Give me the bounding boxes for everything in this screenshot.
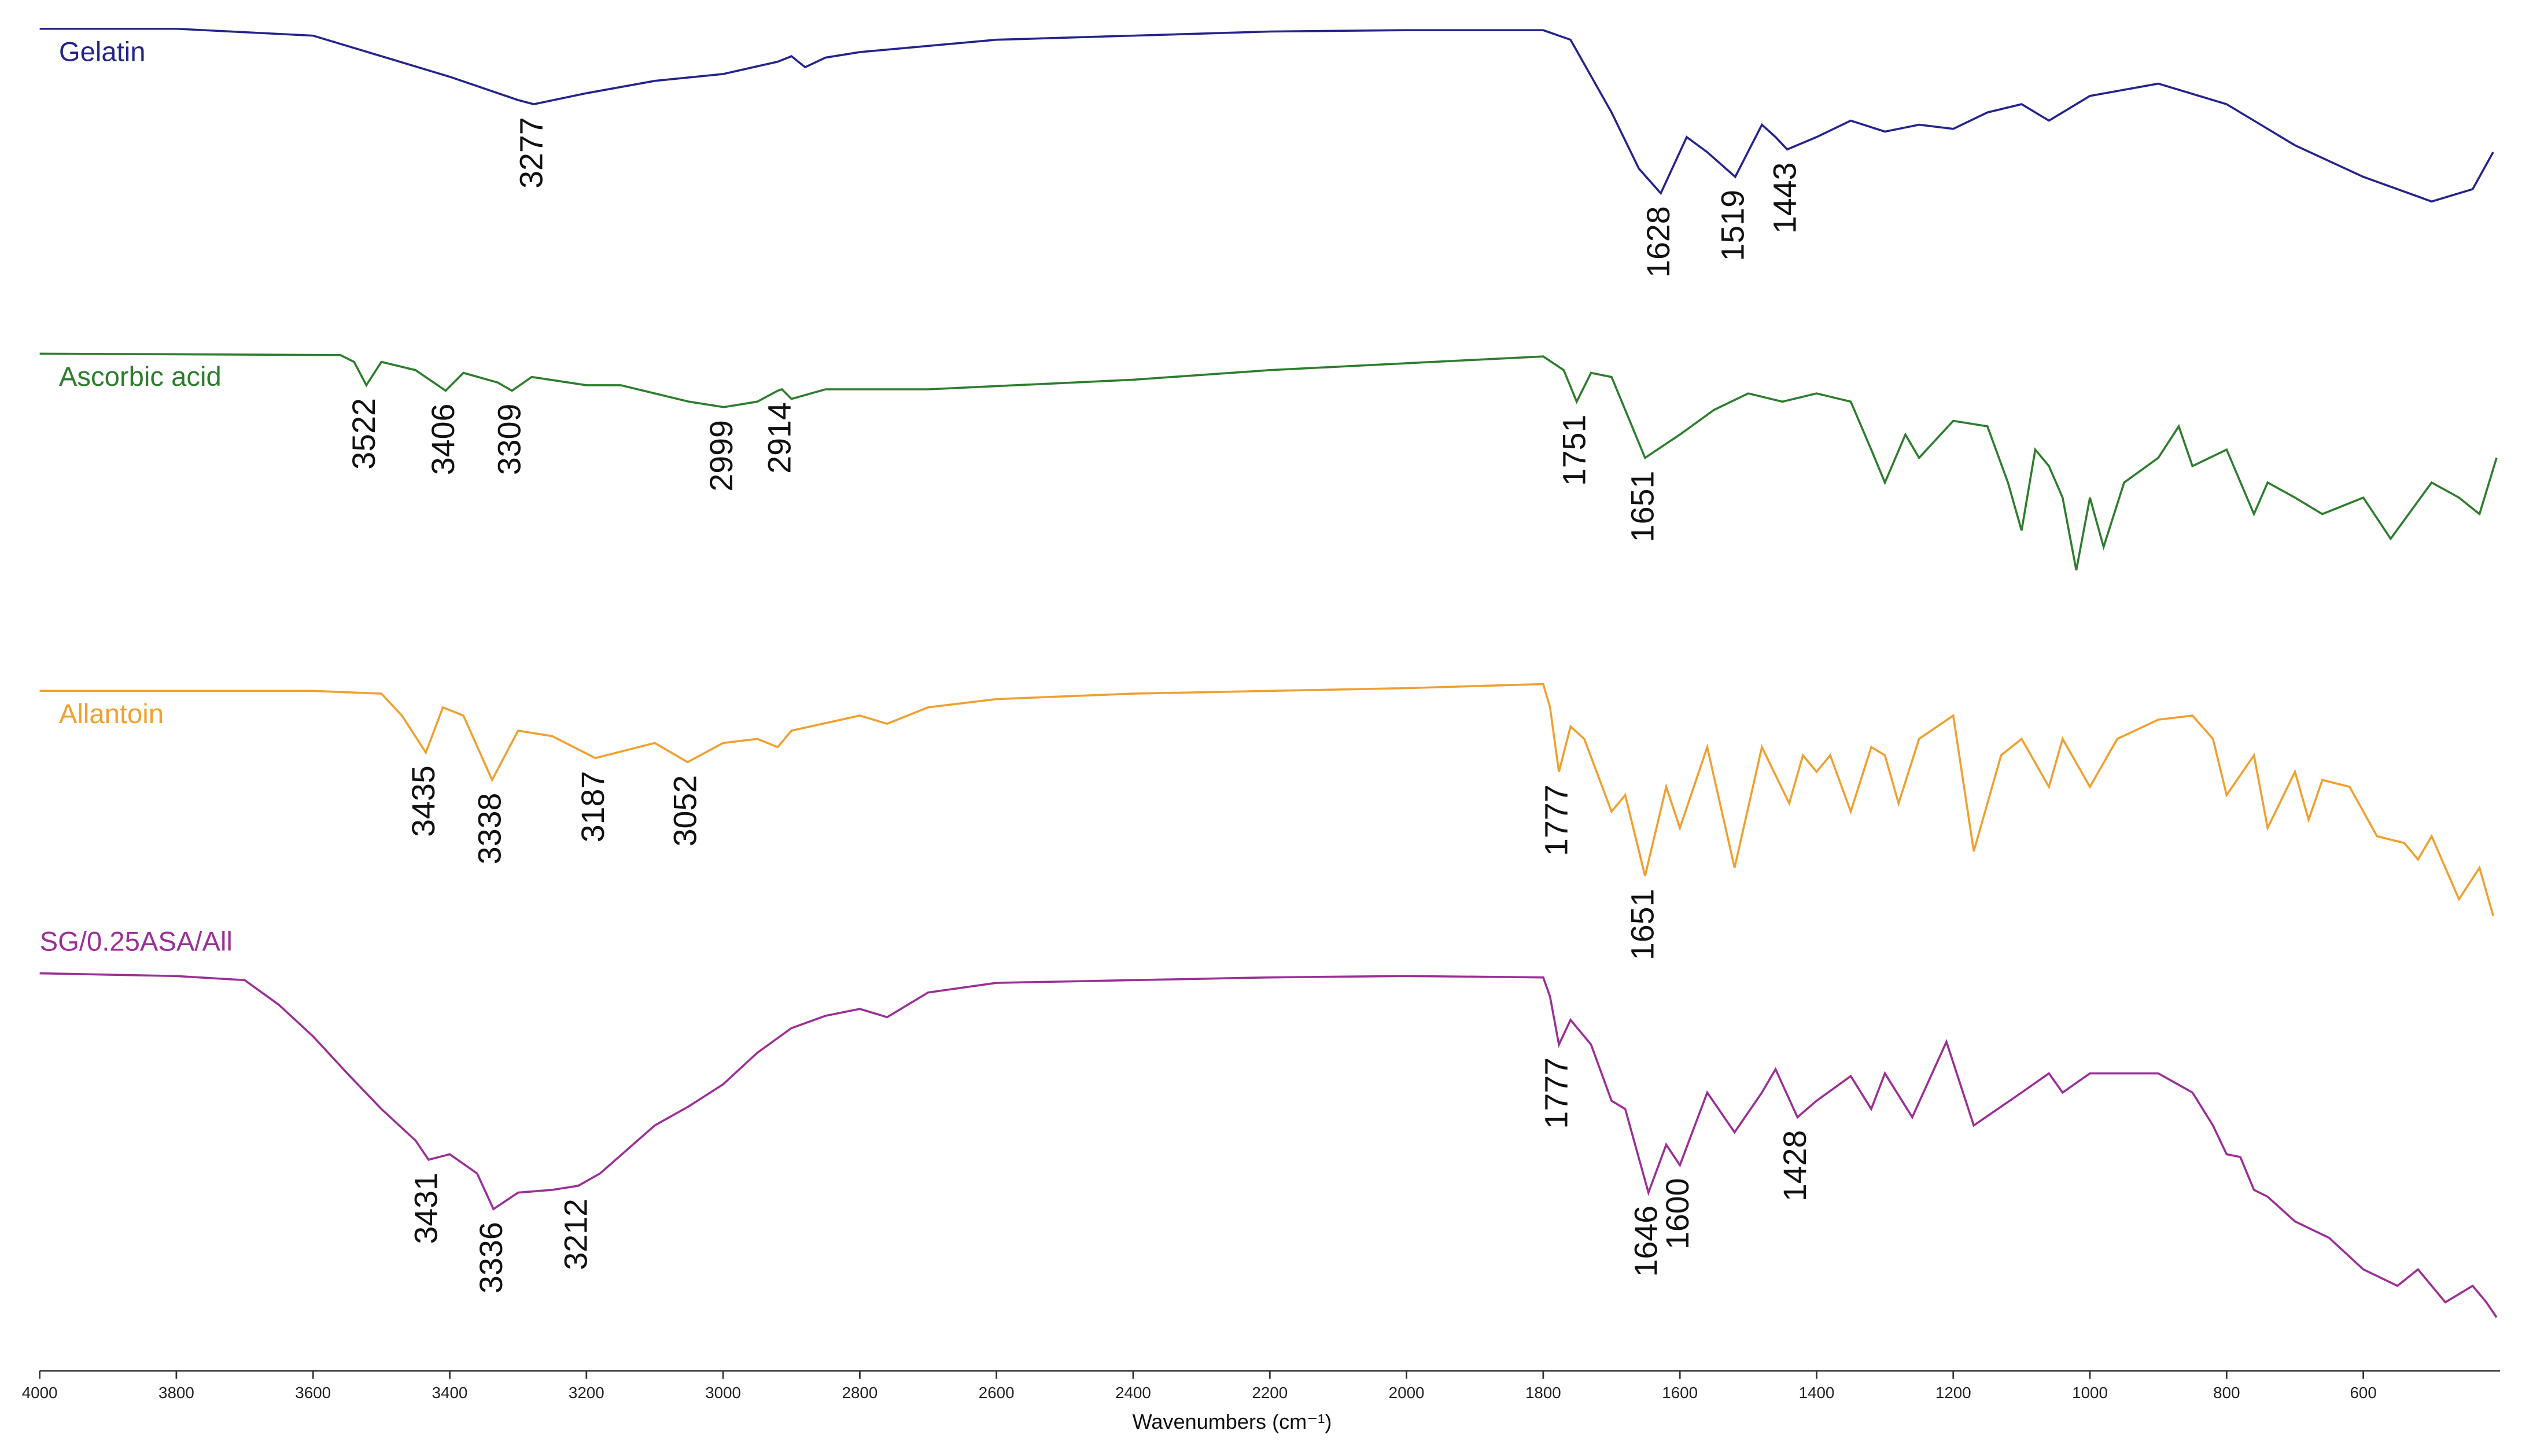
x-tick-label: 2600: [979, 1384, 1015, 1402]
x-tick-label: 1200: [1935, 1384, 1971, 1402]
x-tick-label: 1000: [2072, 1384, 2108, 1402]
x-tick-label: 3000: [705, 1384, 741, 1402]
peak-label: 3052: [667, 775, 703, 847]
peak-label: 1777: [1539, 784, 1575, 856]
peak-label: 3212: [558, 1199, 593, 1270]
spectrum-line: [39, 972, 2498, 1318]
x-tick-label: 3800: [158, 1384, 194, 1402]
peak-label: 1777: [1539, 1057, 1575, 1129]
peak-label: 1651: [1625, 889, 1661, 961]
series-label: SG/0.25ASA/All: [40, 927, 233, 957]
peak-label: 1646: [1628, 1206, 1664, 1277]
x-tick-label: 3600: [295, 1384, 331, 1402]
peak-label: 3336: [473, 1222, 509, 1293]
x-tick-label: 1800: [1525, 1384, 1561, 1402]
x-tick-label: 3400: [432, 1384, 468, 1402]
peak-label: 1519: [1715, 190, 1751, 261]
spectrum-line: [39, 27, 2494, 203]
x-tick-label: 1400: [1799, 1384, 1835, 1402]
series-label: Gelatin: [59, 36, 146, 67]
spectrum-line: [39, 683, 2494, 916]
x-tick-label: 2000: [1389, 1384, 1425, 1402]
x-tick-label: 2800: [842, 1384, 877, 1402]
peak-label: 3187: [575, 771, 611, 843]
peak-label: 1651: [1625, 471, 1661, 543]
x-tick-label: 4000: [22, 1384, 58, 1402]
x-tick-label: 3200: [569, 1384, 604, 1402]
peak-label: 1600: [1660, 1178, 1695, 1250]
peak-label: 1628: [1640, 206, 1676, 278]
peak-label: 3277: [513, 117, 549, 189]
spectrum-line: [39, 352, 2498, 571]
x-tick-label: 800: [2213, 1384, 2240, 1402]
peak-label: 1443: [1767, 163, 1802, 234]
peak-label: 3431: [408, 1173, 444, 1244]
series-label: Allantoin: [59, 699, 164, 729]
series-label: Ascorbic acid: [59, 362, 222, 392]
peak-label: 1428: [1777, 1130, 1813, 1202]
peak-label: 3522: [346, 398, 382, 470]
peak-label: 2999: [703, 420, 739, 492]
x-tick-label: 2400: [1115, 1384, 1151, 1402]
peak-label: 3435: [405, 765, 441, 837]
peak-label: 3338: [471, 793, 507, 865]
x-tick-label: 1600: [1662, 1384, 1698, 1402]
peak-label: 2914: [761, 402, 797, 474]
x-tick-label: 2200: [1252, 1384, 1288, 1402]
peak-label: 3309: [492, 404, 528, 475]
peak-label: 3406: [425, 404, 461, 475]
x-tick-label: 600: [2350, 1384, 2376, 1402]
peak-label: 1751: [1556, 415, 1592, 486]
x-axis-title: Wavenumbers (cm⁻¹): [1133, 1410, 1332, 1433]
